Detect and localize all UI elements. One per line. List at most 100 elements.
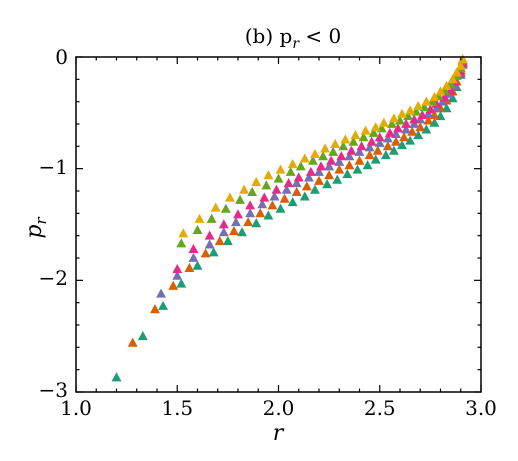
series-1-point — [413, 129, 424, 140]
series-6-point — [340, 134, 351, 144]
series-5-point — [295, 161, 306, 171]
series-5-point — [386, 118, 397, 128]
series-1-point — [275, 203, 286, 213]
series-1-point — [251, 218, 262, 228]
series-2-point — [364, 150, 375, 160]
series-6-point — [429, 92, 440, 102]
series-1-point — [299, 191, 310, 201]
series-1-point — [158, 300, 169, 310]
series-4-point — [259, 192, 270, 202]
series-1-point — [322, 179, 333, 189]
series-2-point — [423, 115, 434, 125]
series-1-point — [370, 154, 381, 164]
series-5-point — [235, 194, 245, 204]
series-5-point — [338, 141, 349, 151]
series-5-point — [220, 203, 231, 213]
series-6-point — [378, 117, 389, 127]
series-2-point — [314, 175, 324, 185]
series-2-point — [214, 236, 225, 246]
series-2-point — [354, 155, 365, 165]
series-5-point — [348, 136, 359, 146]
series-2-point — [334, 164, 345, 174]
chart-title: (b) pr < 0 — [245, 24, 341, 52]
series-5-point — [247, 186, 258, 197]
series-2-point — [391, 136, 401, 146]
series-4-point — [233, 209, 243, 219]
series-3-point — [231, 217, 241, 227]
series-1-point — [332, 174, 343, 184]
series-6-point — [388, 113, 399, 123]
series-3-point — [364, 142, 375, 152]
series-3-point — [374, 137, 385, 147]
series-2-point — [291, 186, 302, 197]
series-4-point — [305, 166, 316, 176]
series-1-point — [352, 164, 363, 174]
series-6-point — [405, 105, 416, 115]
series-2-point — [324, 170, 335, 180]
series-5-point — [261, 180, 272, 190]
svg-text:pr: pr — [22, 217, 50, 239]
y-tick-label-4: −3 — [39, 378, 68, 402]
series-1-point — [137, 330, 148, 341]
x-tick-label-1: 1.0 — [60, 396, 92, 420]
series-2-point — [267, 200, 278, 210]
series-5-point — [358, 132, 369, 142]
series-4-point — [417, 109, 428, 119]
series-3-point — [188, 252, 199, 262]
series-1-point — [287, 196, 298, 207]
series-1-point — [380, 150, 391, 160]
series-6-point — [447, 74, 458, 84]
series-4-point — [326, 155, 337, 165]
series-4-point — [271, 184, 282, 194]
series-2-point — [168, 280, 179, 290]
series-3-point — [344, 151, 355, 161]
series-5-point — [206, 213, 217, 223]
series-4-point — [218, 219, 229, 229]
series-2-point — [301, 181, 312, 191]
series-3-point — [303, 172, 314, 182]
series-5-point — [192, 224, 203, 234]
series-1-point — [310, 184, 320, 194]
series-1-point — [176, 278, 187, 288]
series-6-point — [457, 54, 468, 64]
series-6-point — [350, 129, 361, 140]
series-4-point — [204, 230, 215, 240]
series-1-point — [397, 140, 407, 150]
series-4-point — [293, 172, 304, 182]
series-3-point — [354, 146, 365, 156]
series-6-point — [275, 164, 286, 174]
series-1-point — [192, 260, 203, 270]
series-2-point — [127, 337, 138, 347]
series-1-point — [237, 227, 247, 237]
series-5-point — [285, 166, 296, 176]
series-6-point — [451, 67, 462, 77]
y-axis-label: pr — [22, 217, 50, 239]
series-4-point — [384, 127, 395, 137]
series-6-point — [239, 184, 250, 194]
series-2-point — [255, 208, 266, 218]
series-2-point — [150, 304, 160, 314]
series-3-point — [204, 239, 215, 249]
series-4-point — [283, 177, 294, 188]
series-4-point — [393, 123, 403, 133]
series-6-point — [299, 153, 310, 163]
y-tick-label-2: −1 — [39, 155, 68, 179]
series-1-point — [208, 247, 219, 257]
series-4-point — [366, 136, 377, 146]
x-tick-label-4: 2.5 — [364, 396, 396, 420]
series-6-point — [287, 159, 298, 169]
series-3-point — [324, 161, 335, 171]
series-2-point — [229, 226, 239, 236]
y-tick-label-1: 0 — [55, 45, 68, 69]
data-points — [111, 54, 468, 382]
y-tick-label-3: −2 — [39, 266, 68, 290]
series-2-point — [382, 141, 393, 151]
series-1-point — [263, 210, 274, 220]
series-1-point — [342, 169, 353, 179]
series-3-point — [314, 166, 324, 176]
x-tick-label-3: 2.0 — [263, 396, 295, 420]
series-2-point — [200, 248, 211, 258]
series-1-point — [222, 236, 233, 246]
series-6-point — [263, 170, 274, 180]
